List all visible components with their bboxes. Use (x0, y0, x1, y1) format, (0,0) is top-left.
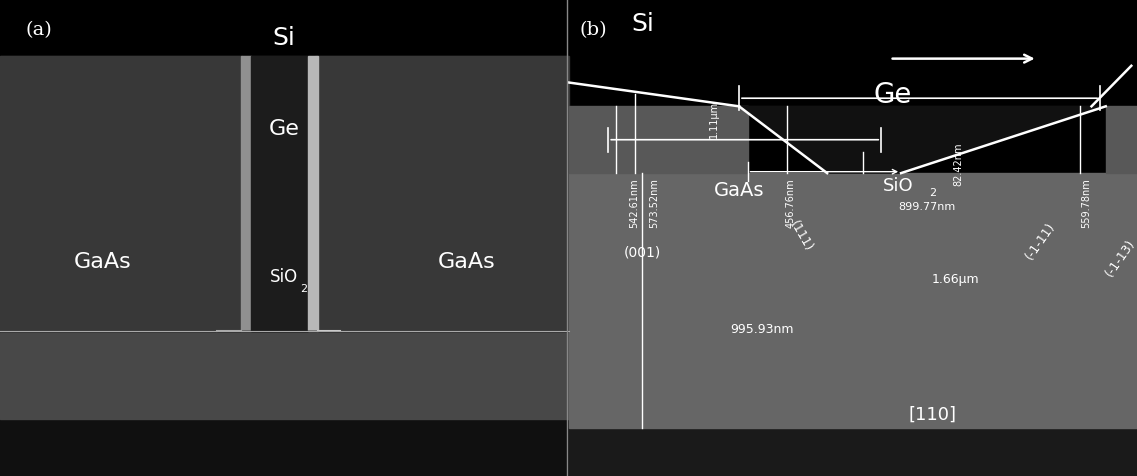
Text: 82.42nm: 82.42nm (954, 142, 963, 186)
Text: (-1-13): (-1-13) (1103, 236, 1137, 278)
Text: Ge: Ge (268, 119, 300, 139)
Text: 2: 2 (929, 188, 936, 198)
Text: 559.78nm: 559.78nm (1081, 178, 1090, 227)
Bar (0, 57, 242, 331)
Text: 1.11μm: 1.11μm (709, 100, 719, 138)
Bar (568, 428, 1137, 476)
Text: (001): (001) (624, 245, 661, 259)
Bar (0, 333, 568, 419)
Bar (568, 0, 1137, 476)
Bar (0, 57, 568, 419)
Text: SiO: SiO (271, 267, 298, 285)
Text: (b): (b) (580, 21, 607, 40)
Text: 456.76nm: 456.76nm (786, 178, 795, 227)
Text: (-1-11): (-1-11) (1023, 219, 1057, 261)
Text: Ge: Ge (873, 81, 912, 109)
Text: 1.66μm: 1.66μm (931, 272, 979, 285)
Bar (1105, 107, 1137, 174)
Text: Si: Si (273, 26, 296, 50)
Text: 2: 2 (300, 283, 308, 293)
Text: 573.52nm: 573.52nm (649, 178, 658, 227)
Text: SiO: SiO (883, 177, 913, 195)
Text: 995.93nm: 995.93nm (730, 322, 794, 335)
Text: Si: Si (631, 12, 654, 36)
Text: GaAs: GaAs (714, 181, 764, 200)
Text: 899.77nm: 899.77nm (898, 202, 955, 212)
Bar (315, 57, 568, 331)
Bar (251, 57, 308, 331)
Text: 542.61nm: 542.61nm (630, 178, 639, 227)
Text: GaAs: GaAs (438, 252, 495, 272)
Text: (111): (111) (788, 218, 815, 253)
Bar (241, 57, 251, 331)
Text: [110]: [110] (908, 405, 956, 423)
Text: (a): (a) (25, 21, 52, 40)
Bar (568, 174, 1137, 428)
Text: GaAs: GaAs (74, 252, 131, 272)
Polygon shape (739, 107, 1105, 174)
Bar (0, 419, 568, 476)
Bar (308, 57, 318, 331)
Bar (568, 107, 748, 174)
